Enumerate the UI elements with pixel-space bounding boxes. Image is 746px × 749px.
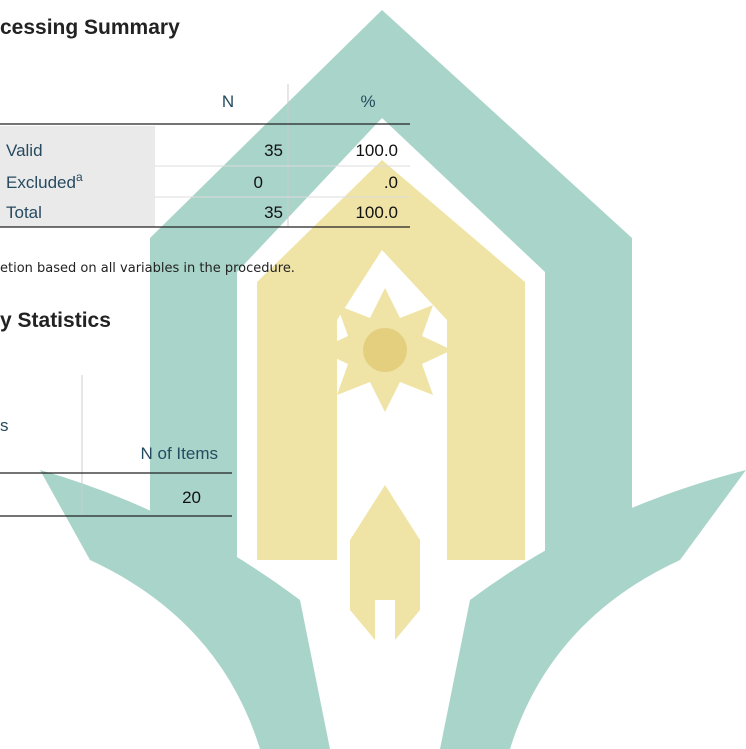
section-title: cessing Summary [0, 16, 180, 39]
row-label-text: Excluded [6, 173, 76, 192]
footnote: etion based on all variables in the proc… [0, 261, 295, 276]
footnote-marker: a [76, 170, 83, 184]
section-title: y Statistics [0, 309, 111, 332]
watermark-star-center [363, 328, 407, 372]
column-header: N of Items [141, 444, 218, 463]
document: cessing Summary N % Valid 35 100.0 Exclu… [0, 0, 746, 749]
cell: 35 [264, 203, 283, 222]
cell: .0 [384, 173, 398, 192]
cell: 100.0 [355, 203, 398, 222]
column-header: s [0, 416, 9, 435]
watermark [40, 10, 746, 749]
row-label: Valid [6, 141, 43, 160]
row-label: Total [6, 203, 42, 222]
cell: 20 [182, 488, 201, 507]
cell: 0 [254, 173, 263, 192]
column-header: % [360, 92, 375, 111]
column-header: N [222, 92, 234, 111]
row-label: Excludeda [6, 170, 83, 192]
page: cessing Summary N % Valid 35 100.0 Exclu… [0, 0, 746, 749]
cell: 35 [264, 141, 283, 160]
cell: 100.0 [355, 141, 398, 160]
watermark-pen-nib [350, 485, 420, 640]
